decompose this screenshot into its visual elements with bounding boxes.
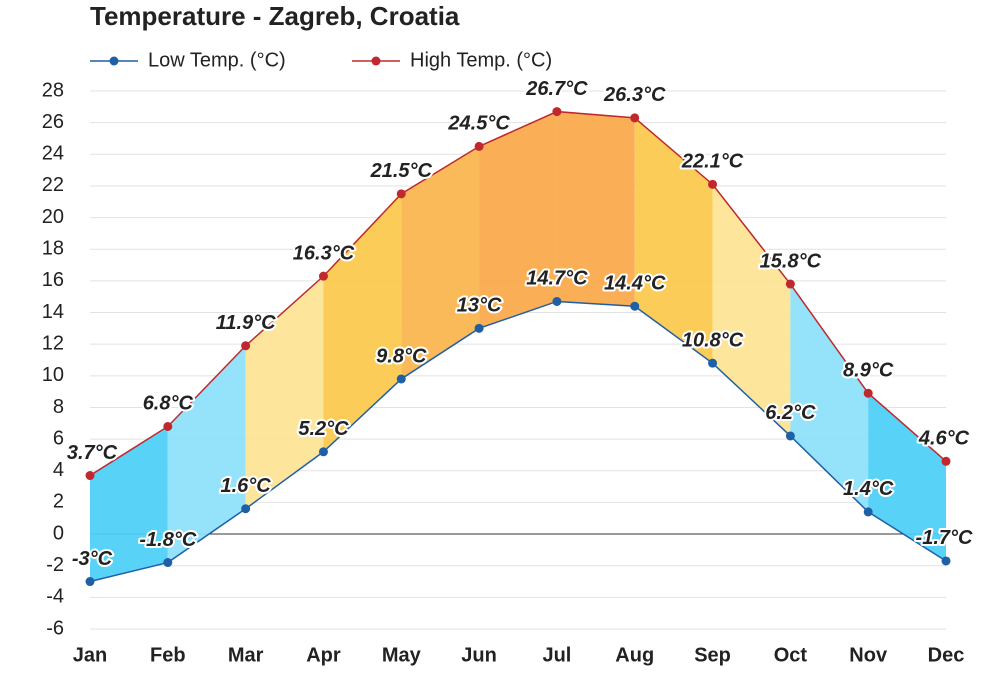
data-point <box>941 556 951 566</box>
range-fill <box>556 111 635 307</box>
y-tick-label: 20 <box>42 206 64 228</box>
series-line <box>89 110 947 477</box>
data-label: -3°C <box>72 548 113 570</box>
legend-marker <box>109 56 119 66</box>
x-tick-label: Jul <box>542 644 571 666</box>
y-tick-label: 24 <box>42 143 64 165</box>
legend-marker <box>371 56 381 66</box>
series-line <box>89 300 947 583</box>
y-tick-label: -2 <box>46 554 64 576</box>
data-label: 13°C <box>457 295 502 317</box>
x-tick-label: Jan <box>73 644 107 666</box>
y-tick-label: 8 <box>53 396 64 418</box>
data-label: 22.1°C <box>681 151 744 173</box>
chart-title: Temperature - Zagreb, Croatia <box>90 1 460 31</box>
data-label: 6.2°C <box>765 402 816 424</box>
data-label: 15.8°C <box>760 250 822 272</box>
data-label: 6.8°C <box>143 393 194 415</box>
data-point <box>163 421 173 431</box>
y-tick-label: 10 <box>42 364 64 386</box>
y-tick-label: 28 <box>42 79 64 101</box>
x-tick-label: Mar <box>228 644 264 666</box>
data-label: 26.3°C <box>603 84 666 106</box>
y-tick-label: 18 <box>42 238 64 260</box>
range-fill <box>712 184 791 436</box>
legend-label: Low Temp. (°C) <box>148 49 286 71</box>
data-label: 16.3°C <box>293 242 355 264</box>
data-label: 14.4°C <box>604 272 666 294</box>
y-tick-label: -4 <box>46 586 64 608</box>
data-point <box>318 271 328 281</box>
range-fill <box>868 393 946 561</box>
data-label: 24.5°C <box>447 113 510 135</box>
y-tick-label: 2 <box>53 491 64 513</box>
data-point <box>552 296 562 306</box>
x-tick-label: Sep <box>694 644 731 666</box>
y-tick-label: 12 <box>42 332 64 354</box>
legend-label: High Temp. (°C) <box>410 49 552 71</box>
data-point <box>630 301 640 311</box>
x-tick-label: Nov <box>849 644 888 666</box>
data-point <box>708 358 718 368</box>
data-label: 11.9°C <box>216 312 276 334</box>
data-label: 14.7°C <box>526 268 588 290</box>
data-label: -1.8°C <box>139 529 196 551</box>
data-point <box>630 113 640 123</box>
data-label: 5.2°C <box>298 418 349 440</box>
x-tick-label: Apr <box>306 644 341 666</box>
data-point <box>474 141 484 151</box>
data-point <box>863 388 873 398</box>
range-fill <box>323 193 402 452</box>
data-label: 1.6°C <box>221 475 272 497</box>
data-point <box>85 471 95 481</box>
y-tick-label: 0 <box>53 522 64 544</box>
y-tick-label: 22 <box>42 174 64 196</box>
data-label: -1.7°C <box>916 527 973 549</box>
data-point <box>241 341 251 351</box>
y-tick-label: 4 <box>53 459 64 481</box>
data-point <box>941 456 951 466</box>
range-fill <box>634 117 713 364</box>
data-point <box>163 558 173 568</box>
data-label: 21.5°C <box>370 160 433 182</box>
x-tick-label: Aug <box>615 644 654 666</box>
x-tick-label: Jun <box>461 644 497 666</box>
x-tick-label: Dec <box>928 644 965 666</box>
y-tick-label: -6 <box>46 617 64 639</box>
x-tick-label: Feb <box>150 644 186 666</box>
data-label: 1.4°C <box>843 478 894 500</box>
data-point <box>85 577 95 587</box>
data-label: 9.8°C <box>376 345 427 367</box>
y-tick-label: 26 <box>42 111 64 133</box>
x-tick-label: Oct <box>774 644 808 666</box>
data-point <box>863 507 873 517</box>
data-point <box>318 447 328 457</box>
data-point <box>785 279 795 289</box>
range-fill <box>167 345 246 563</box>
x-tick-label: May <box>382 644 422 666</box>
data-point <box>785 431 795 441</box>
data-label: 8.9°C <box>843 360 894 382</box>
data-label: 4.6°C <box>918 428 970 450</box>
data-point <box>396 189 406 199</box>
data-label: 26.7°C <box>525 78 588 100</box>
data-point <box>552 107 562 117</box>
range-fill <box>401 146 480 379</box>
range-fill <box>245 276 324 509</box>
y-tick-label: 16 <box>42 269 64 291</box>
data-point <box>241 504 251 514</box>
data-point <box>396 374 406 384</box>
data-label: 10.8°C <box>682 329 744 351</box>
y-tick-label: 14 <box>42 301 64 323</box>
data-point <box>474 323 484 333</box>
y-tick-label: 6 <box>53 427 64 449</box>
data-label: 3.7°C <box>67 442 118 464</box>
data-point <box>708 179 718 189</box>
range-fill <box>479 111 557 329</box>
range-fill <box>90 426 168 582</box>
